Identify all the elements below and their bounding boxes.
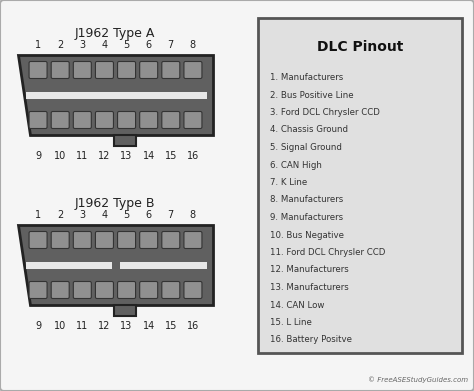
Bar xyxy=(114,305,136,316)
Text: 13: 13 xyxy=(120,151,133,161)
Text: 15. L Line: 15. L Line xyxy=(270,318,312,327)
Text: 3: 3 xyxy=(79,210,85,220)
Text: DLC Pinout: DLC Pinout xyxy=(317,40,403,54)
Text: 12: 12 xyxy=(98,151,110,161)
Text: 7: 7 xyxy=(168,210,174,220)
FancyBboxPatch shape xyxy=(118,61,136,79)
Text: 5: 5 xyxy=(123,40,130,50)
FancyBboxPatch shape xyxy=(73,282,91,298)
FancyBboxPatch shape xyxy=(162,61,180,79)
Text: 2: 2 xyxy=(57,40,64,50)
Text: 15: 15 xyxy=(164,151,177,161)
FancyBboxPatch shape xyxy=(118,231,136,249)
Text: 5: 5 xyxy=(123,210,130,220)
Text: 11: 11 xyxy=(76,321,89,331)
Text: 8. Manufacturers: 8. Manufacturers xyxy=(270,196,343,204)
FancyBboxPatch shape xyxy=(95,282,113,298)
FancyBboxPatch shape xyxy=(140,111,158,129)
Text: 9: 9 xyxy=(35,151,41,161)
FancyBboxPatch shape xyxy=(140,231,158,249)
FancyBboxPatch shape xyxy=(184,231,202,249)
Text: 6: 6 xyxy=(146,40,152,50)
FancyBboxPatch shape xyxy=(29,231,47,249)
Text: 14. CAN Low: 14. CAN Low xyxy=(270,301,324,310)
Text: 7: 7 xyxy=(168,40,174,50)
FancyBboxPatch shape xyxy=(162,282,180,298)
FancyBboxPatch shape xyxy=(51,111,69,129)
Text: 4: 4 xyxy=(101,210,108,220)
FancyBboxPatch shape xyxy=(73,231,91,249)
Text: 10. Bus Negative: 10. Bus Negative xyxy=(270,231,344,240)
Bar xyxy=(26,91,207,99)
Text: J1962 Type A: J1962 Type A xyxy=(75,27,155,40)
FancyBboxPatch shape xyxy=(51,61,69,79)
FancyBboxPatch shape xyxy=(29,282,47,298)
Text: 1: 1 xyxy=(35,210,41,220)
Text: 3. Ford DCL Chrysler CCD: 3. Ford DCL Chrysler CCD xyxy=(270,108,380,117)
Text: 12. Manufacturers: 12. Manufacturers xyxy=(270,265,349,274)
Text: 16: 16 xyxy=(187,151,199,161)
FancyBboxPatch shape xyxy=(95,111,113,129)
Text: 8: 8 xyxy=(190,210,196,220)
FancyBboxPatch shape xyxy=(51,282,69,298)
Text: 16: 16 xyxy=(187,321,199,331)
Bar xyxy=(258,18,462,353)
Bar xyxy=(120,262,207,269)
Text: 2: 2 xyxy=(57,210,64,220)
Text: J1962 Type B: J1962 Type B xyxy=(75,197,155,210)
Text: 10: 10 xyxy=(54,321,66,331)
FancyBboxPatch shape xyxy=(29,111,47,129)
Text: 3: 3 xyxy=(79,40,85,50)
Text: 4. Chassis Ground: 4. Chassis Ground xyxy=(270,126,348,135)
FancyBboxPatch shape xyxy=(140,61,158,79)
FancyBboxPatch shape xyxy=(73,61,91,79)
Text: 5. Signal Ground: 5. Signal Ground xyxy=(270,143,342,152)
FancyBboxPatch shape xyxy=(184,282,202,298)
Text: 11. Ford DCL Chrysler CCD: 11. Ford DCL Chrysler CCD xyxy=(270,248,385,257)
Text: 1: 1 xyxy=(35,40,41,50)
FancyBboxPatch shape xyxy=(95,61,113,79)
Polygon shape xyxy=(18,225,213,305)
FancyBboxPatch shape xyxy=(51,231,69,249)
Bar xyxy=(114,135,136,146)
Text: 13. Manufacturers: 13. Manufacturers xyxy=(270,283,349,292)
Text: 15: 15 xyxy=(164,321,177,331)
Polygon shape xyxy=(18,55,213,135)
Bar xyxy=(26,262,112,269)
FancyBboxPatch shape xyxy=(118,282,136,298)
Text: 14: 14 xyxy=(143,151,155,161)
Text: 6. CAN High: 6. CAN High xyxy=(270,160,322,170)
Text: 14: 14 xyxy=(143,321,155,331)
Text: 13: 13 xyxy=(120,321,133,331)
Text: 9: 9 xyxy=(35,321,41,331)
Text: 2. Bus Positive Line: 2. Bus Positive Line xyxy=(270,90,354,99)
FancyBboxPatch shape xyxy=(73,111,91,129)
FancyBboxPatch shape xyxy=(29,61,47,79)
Text: 10: 10 xyxy=(54,151,66,161)
Text: 9. Manufacturers: 9. Manufacturers xyxy=(270,213,343,222)
Text: 16. Battery Positve: 16. Battery Positve xyxy=(270,335,352,344)
FancyBboxPatch shape xyxy=(95,231,113,249)
Text: © FreeASEStudyGuides.com: © FreeASEStudyGuides.com xyxy=(368,376,468,383)
Text: 1. Manufacturers: 1. Manufacturers xyxy=(270,73,343,82)
FancyBboxPatch shape xyxy=(184,61,202,79)
FancyBboxPatch shape xyxy=(118,111,136,129)
Text: 6: 6 xyxy=(146,210,152,220)
Text: 7. K Line: 7. K Line xyxy=(270,178,307,187)
FancyBboxPatch shape xyxy=(184,111,202,129)
FancyBboxPatch shape xyxy=(162,111,180,129)
Text: 12: 12 xyxy=(98,321,110,331)
Text: 4: 4 xyxy=(101,40,108,50)
Text: 8: 8 xyxy=(190,40,196,50)
FancyBboxPatch shape xyxy=(140,282,158,298)
FancyBboxPatch shape xyxy=(162,231,180,249)
Text: 11: 11 xyxy=(76,151,89,161)
